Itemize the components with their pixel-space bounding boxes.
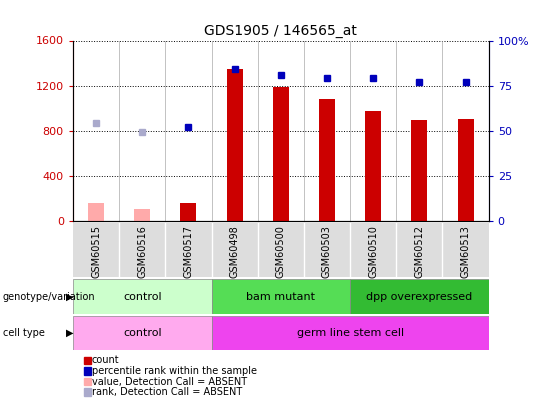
Text: genotype/variation: genotype/variation bbox=[3, 292, 96, 302]
Text: GSM60517: GSM60517 bbox=[184, 226, 193, 279]
Bar bbox=[365, 111, 381, 221]
Bar bbox=[319, 98, 335, 221]
Text: rank, Detection Call = ABSENT: rank, Detection Call = ABSENT bbox=[92, 387, 242, 397]
Text: ▶: ▶ bbox=[66, 292, 73, 302]
Text: control: control bbox=[123, 328, 161, 338]
Text: GSM60498: GSM60498 bbox=[230, 226, 240, 278]
Bar bbox=[411, 120, 428, 221]
Title: GDS1905 / 146565_at: GDS1905 / 146565_at bbox=[204, 24, 357, 38]
Text: count: count bbox=[92, 356, 119, 365]
Text: GSM60515: GSM60515 bbox=[91, 226, 101, 279]
Bar bbox=[212, 279, 350, 314]
Bar bbox=[180, 203, 197, 221]
Text: ▶: ▶ bbox=[66, 328, 73, 338]
Text: GSM60510: GSM60510 bbox=[368, 226, 378, 278]
Text: bam mutant: bam mutant bbox=[246, 292, 315, 302]
Text: GSM60500: GSM60500 bbox=[276, 226, 286, 278]
Bar bbox=[457, 119, 474, 221]
Bar bbox=[73, 316, 212, 350]
Text: GSM60516: GSM60516 bbox=[137, 226, 147, 278]
Bar bbox=[212, 316, 489, 350]
Text: germ line stem cell: germ line stem cell bbox=[296, 328, 404, 338]
Text: value, Detection Call = ABSENT: value, Detection Call = ABSENT bbox=[92, 377, 247, 386]
Text: GSM60513: GSM60513 bbox=[461, 226, 470, 278]
Text: cell type: cell type bbox=[3, 328, 45, 338]
Bar bbox=[73, 279, 212, 314]
Text: control: control bbox=[123, 292, 161, 302]
Bar bbox=[226, 69, 242, 221]
Bar bbox=[88, 203, 104, 221]
Text: dpp overexpressed: dpp overexpressed bbox=[366, 292, 472, 302]
Text: GSM60503: GSM60503 bbox=[322, 226, 332, 278]
Bar bbox=[273, 87, 289, 221]
Bar bbox=[350, 279, 489, 314]
Text: GSM60512: GSM60512 bbox=[414, 226, 424, 279]
Text: percentile rank within the sample: percentile rank within the sample bbox=[92, 366, 257, 376]
Bar bbox=[134, 209, 150, 221]
